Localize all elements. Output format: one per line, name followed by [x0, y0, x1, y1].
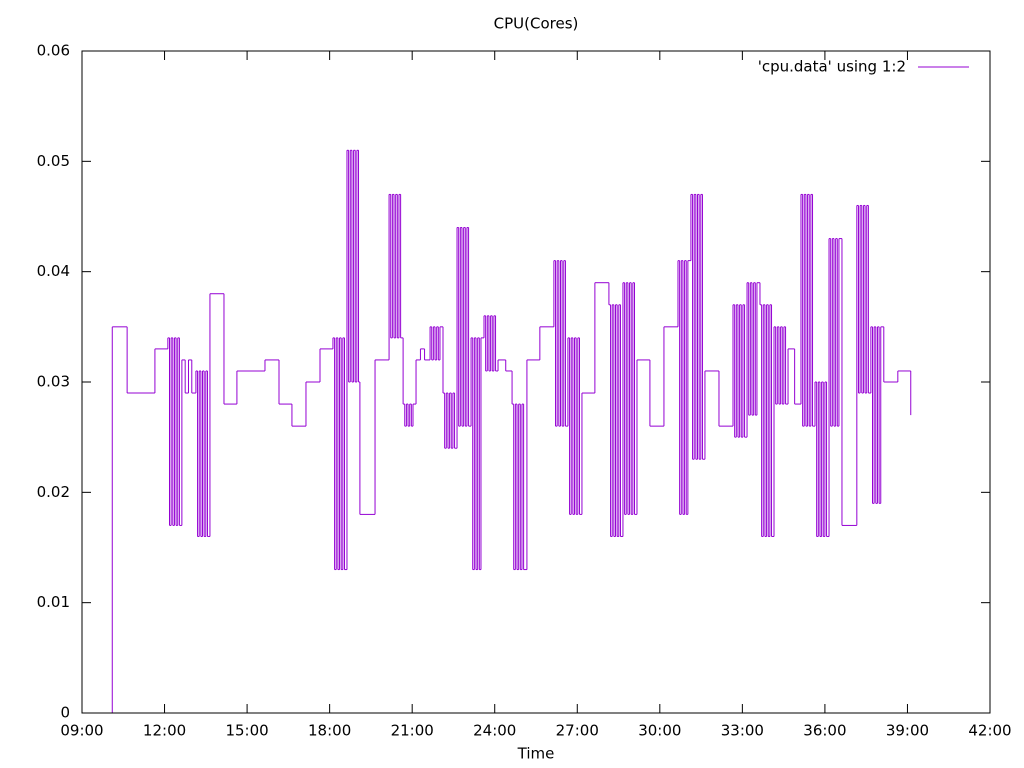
x-tick-label: 30:00: [638, 722, 681, 740]
x-axis-label: Time: [517, 745, 555, 763]
x-tick-label: 18:00: [308, 722, 351, 740]
y-tick-label: 0.01: [37, 593, 70, 611]
legend-label: 'cpu.data' using 1:2: [758, 58, 906, 76]
x-tick-label: 27:00: [556, 722, 599, 740]
plot-area: [110, 149, 912, 714]
y-tick-label: 0.05: [37, 152, 70, 170]
series: [110, 149, 912, 714]
y-tick-label: 0: [60, 704, 70, 722]
chart-title: CPU(Cores): [494, 15, 579, 33]
x-tick-label: 39:00: [886, 722, 929, 740]
x-tick-label: 36:00: [803, 722, 846, 740]
x-tick-label: 24:00: [473, 722, 516, 740]
y-tick-label: 0.03: [37, 373, 70, 391]
y-tick-label: 0.02: [37, 483, 70, 501]
y-tick-label: 0.06: [37, 42, 70, 60]
y-tick-label: 0.04: [37, 262, 70, 280]
x-tick-label: 15:00: [225, 722, 268, 740]
x-tick-label: 09:00: [60, 722, 103, 740]
x-tick-label: 33:00: [721, 722, 764, 740]
x-tick-label: 12:00: [143, 722, 186, 740]
x-tick-label: 42:00: [968, 722, 1011, 740]
x-tick-label: 21:00: [391, 722, 434, 740]
